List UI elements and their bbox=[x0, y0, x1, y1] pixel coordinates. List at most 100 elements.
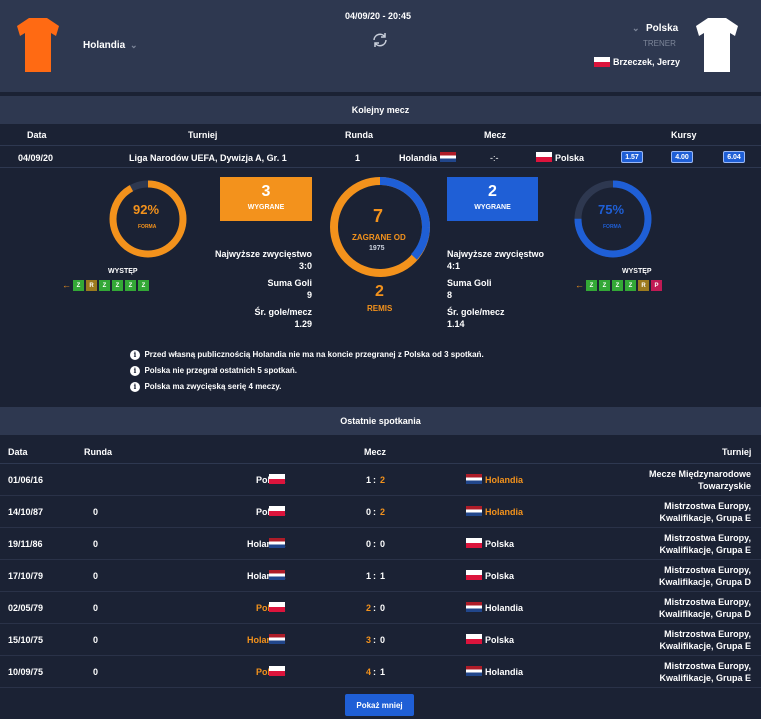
away-appearance-label: WYSTĘP bbox=[622, 268, 652, 275]
netherlands-flag-icon bbox=[440, 152, 456, 162]
played-count: 7 bbox=[373, 206, 384, 226]
match-away-team[interactable]: Polska bbox=[485, 571, 515, 581]
poland-flag-icon bbox=[269, 474, 285, 484]
away-stats: Najwyższe zwycięstwo 4:1 Suma Goli 8 Śr.… bbox=[447, 248, 577, 330]
away-stat-value: 8 bbox=[447, 290, 453, 300]
match-home-team[interactable]: Holandia bbox=[246, 539, 285, 549]
match-home-score: 1 bbox=[366, 571, 372, 581]
away-wins-box: 2 WYGRANE bbox=[447, 177, 538, 221]
form-result-badge[interactable]: P bbox=[650, 279, 663, 292]
home-form-label: FORMA bbox=[138, 224, 157, 230]
home-team-name[interactable]: Holandia bbox=[83, 40, 126, 51]
form-result-badge[interactable]: Z bbox=[98, 279, 111, 292]
form-result-badge[interactable]: Z bbox=[124, 279, 137, 292]
match-away-team[interactable]: Holandia bbox=[485, 507, 524, 517]
coach-label: TRENER bbox=[643, 39, 676, 48]
match-date: 01/06/16 bbox=[8, 475, 44, 485]
form-result-badge[interactable]: Z bbox=[72, 279, 85, 292]
away-wins-count: 2 bbox=[488, 183, 497, 200]
tournament-line: Kwalifikacje, Grupa E bbox=[659, 513, 751, 523]
head-to-head-ring bbox=[330, 177, 430, 277]
match-home-score: 4 bbox=[366, 667, 372, 677]
match-home-score: 1 bbox=[366, 475, 372, 485]
match-round: 0 bbox=[93, 507, 99, 517]
away-form-gauge bbox=[574, 180, 652, 258]
tournament-line: Kwalifikacje, Grupa D bbox=[658, 609, 751, 619]
match-tournament[interactable]: Mistrzostwa Europy, Kwalifikacje, Grupa E bbox=[659, 500, 751, 524]
form-result-badge[interactable]: Z bbox=[137, 279, 150, 292]
match-tournament[interactable]: Mistrzostwa Europy, Kwalifikacje, Grupa E bbox=[659, 628, 751, 652]
form-result-badge[interactable]: R bbox=[85, 279, 98, 292]
refresh-icon[interactable] bbox=[371, 31, 389, 49]
match-tournament[interactable]: Mecze Międzynarodowe Towarzyskie bbox=[649, 468, 751, 492]
form-result-badge[interactable]: Z bbox=[624, 279, 637, 292]
match-tournament[interactable]: Mistrzostwa Europy, Kwalifikacje, Grupa D bbox=[659, 564, 751, 588]
match-away-team[interactable]: Polska bbox=[485, 635, 515, 645]
match-away-team[interactable]: Holandia bbox=[485, 603, 524, 613]
chevron-down-icon[interactable]: ⌄ bbox=[130, 40, 138, 50]
away-form-percent: 75% bbox=[598, 202, 625, 217]
match-date: 15/10/75 bbox=[8, 635, 44, 645]
match-away-score: 0 bbox=[380, 603, 386, 613]
match-round: 0 bbox=[93, 571, 99, 581]
col-date: Data bbox=[8, 447, 28, 457]
match-away-score: 2 bbox=[380, 507, 386, 517]
match-date: 02/05/79 bbox=[8, 603, 44, 613]
match-away-score: 0 bbox=[380, 539, 386, 549]
away-team-name[interactable]: Polska bbox=[646, 23, 679, 34]
col-match: Mecz bbox=[484, 130, 507, 140]
home-shirt-icon bbox=[17, 18, 59, 72]
home-form-gauge bbox=[109, 180, 187, 258]
show-less-button[interactable]: Pokaż mniej bbox=[345, 694, 414, 716]
match-away-team[interactable]: Polska bbox=[485, 539, 515, 549]
match-away-score: 2 bbox=[380, 475, 386, 485]
next-match-tournament[interactable]: Liga Narodów UEFA, Dywizja A, Gr. 1 bbox=[129, 153, 287, 163]
form-result-badge[interactable]: Z bbox=[111, 279, 124, 292]
form-result-badge[interactable]: Z bbox=[611, 279, 624, 292]
form-result-badge[interactable]: R bbox=[637, 279, 650, 292]
poland-flag-icon bbox=[466, 634, 482, 644]
odds-home-button[interactable]: 1.57 bbox=[621, 151, 643, 163]
next-match-home[interactable]: Holandia bbox=[399, 153, 438, 163]
odds-away-button[interactable]: 6.04 bbox=[723, 151, 745, 163]
match-tournament[interactable]: Mistrzostwa Europy, Kwalifikacje, Grupa D bbox=[659, 596, 751, 620]
home-stat-value: 1.29 bbox=[294, 319, 312, 329]
last-matches-title: Ostatnie spotkania bbox=[0, 407, 761, 435]
home-wins-count: 3 bbox=[261, 183, 271, 200]
netherlands-flag-icon bbox=[269, 570, 285, 580]
match-home-score: 0 bbox=[366, 539, 372, 549]
notes-list: i Przed własną publicznością Holandia ni… bbox=[130, 347, 484, 395]
tournament-line: Mistrzostwa Europy, bbox=[664, 501, 751, 511]
match-tournament[interactable]: Mistrzostwa Europy, Kwalifikacje, Grupa E bbox=[659, 532, 751, 556]
match-home-team[interactable]: Holandia bbox=[246, 635, 285, 645]
match-tournament[interactable]: Mistrzostwa Europy, Kwalifikacje, Grupa E bbox=[659, 660, 751, 684]
odds-draw-button[interactable]: 4.00 bbox=[671, 151, 693, 163]
chevron-down-icon[interactable]: ⌄ bbox=[632, 23, 640, 33]
home-stat-label: Najwyższe zwycięstwo bbox=[214, 249, 312, 259]
tournament-line: Kwalifikacje, Grupa E bbox=[659, 545, 751, 555]
table-row[interactable]: 19/11/86 0 Holandia 0:0 Polska Mistrzostwa Eu… bbox=[0, 528, 761, 560]
next-match-row[interactable]: 04/09/20 Liga Narodów UEFA, Dywizja A, G… bbox=[0, 146, 761, 168]
coach-name[interactable]: Brzeczek, Jerzy bbox=[613, 57, 681, 67]
spacer bbox=[0, 435, 761, 443]
table-row[interactable]: 17/10/79 0 Holandia 1:1 Polska Mistrzostwa Eu… bbox=[0, 560, 761, 592]
score-separator: : bbox=[373, 571, 376, 581]
match-away-team[interactable]: Holandia bbox=[485, 667, 524, 677]
match-header: Holandia ⌄ 04/09/20 - 20:45 ⌄ Polska TRE… bbox=[0, 0, 761, 92]
col-odds: Kursy bbox=[671, 130, 697, 140]
poland-flag-icon bbox=[466, 538, 482, 548]
poland-flag-icon bbox=[269, 506, 285, 516]
next-match-away[interactable]: Polska bbox=[555, 153, 585, 163]
info-icon: i bbox=[130, 350, 140, 360]
table-row[interactable]: 15/10/75 0 Holandia 3:0 Polska Mistrzostwa Eu… bbox=[0, 624, 761, 656]
col-tournament: Turniej bbox=[188, 130, 218, 140]
match-home-team[interactable]: Holandia bbox=[246, 571, 285, 581]
form-result-badge[interactable]: Z bbox=[585, 279, 598, 292]
away-stat-label: Najwyższe zwycięstwo bbox=[447, 249, 545, 259]
form-result-badge[interactable]: Z bbox=[598, 279, 611, 292]
match-away-team[interactable]: Holandia bbox=[485, 475, 524, 485]
